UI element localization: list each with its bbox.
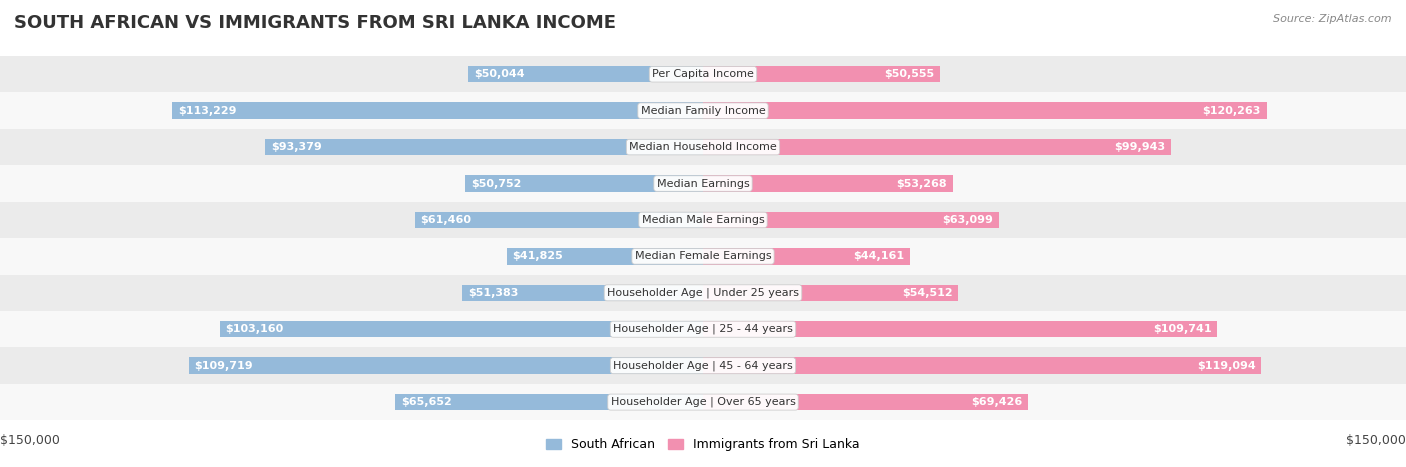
Text: Householder Age | 45 - 64 years: Householder Age | 45 - 64 years bbox=[613, 361, 793, 371]
Text: Median Male Earnings: Median Male Earnings bbox=[641, 215, 765, 225]
Bar bbox=[703, 66, 941, 83]
Text: SOUTH AFRICAN VS IMMIGRANTS FROM SRI LANKA INCOME: SOUTH AFRICAN VS IMMIGRANTS FROM SRI LAN… bbox=[14, 14, 616, 32]
Bar bbox=[703, 102, 1267, 119]
Bar bbox=[703, 248, 910, 265]
Bar bbox=[219, 321, 703, 338]
Bar bbox=[703, 284, 959, 301]
Text: $69,426: $69,426 bbox=[972, 397, 1022, 407]
Text: $63,099: $63,099 bbox=[942, 215, 993, 225]
Bar bbox=[468, 66, 703, 83]
Bar bbox=[188, 357, 703, 374]
Bar bbox=[703, 394, 1028, 410]
Bar bbox=[0, 202, 1406, 238]
Text: Median Household Income: Median Household Income bbox=[628, 142, 778, 152]
Bar bbox=[266, 139, 703, 156]
Text: Householder Age | Under 25 years: Householder Age | Under 25 years bbox=[607, 288, 799, 298]
Bar bbox=[0, 56, 1406, 92]
Bar bbox=[0, 129, 1406, 165]
Bar bbox=[508, 248, 703, 265]
Bar bbox=[703, 139, 1171, 156]
Bar bbox=[0, 347, 1406, 384]
Bar bbox=[415, 212, 703, 228]
Text: $65,652: $65,652 bbox=[401, 397, 451, 407]
Bar bbox=[0, 92, 1406, 129]
Text: $103,160: $103,160 bbox=[225, 324, 284, 334]
Text: Householder Age | 25 - 44 years: Householder Age | 25 - 44 years bbox=[613, 324, 793, 334]
Bar bbox=[0, 311, 1406, 347]
Text: Median Earnings: Median Earnings bbox=[657, 178, 749, 189]
Text: $113,229: $113,229 bbox=[179, 106, 236, 116]
Text: $41,825: $41,825 bbox=[513, 251, 564, 262]
Bar bbox=[0, 165, 1406, 202]
Text: $150,000: $150,000 bbox=[0, 434, 60, 447]
Bar bbox=[395, 394, 703, 410]
Legend: South African, Immigrants from Sri Lanka: South African, Immigrants from Sri Lanka bbox=[541, 433, 865, 456]
Bar bbox=[703, 175, 953, 192]
Bar bbox=[173, 102, 703, 119]
Bar bbox=[703, 212, 998, 228]
Text: $54,512: $54,512 bbox=[903, 288, 953, 298]
Bar bbox=[703, 321, 1218, 338]
Text: $44,161: $44,161 bbox=[853, 251, 904, 262]
Text: $150,000: $150,000 bbox=[1346, 434, 1406, 447]
Text: $50,555: $50,555 bbox=[884, 69, 935, 79]
Bar bbox=[465, 175, 703, 192]
Text: Householder Age | Over 65 years: Householder Age | Over 65 years bbox=[610, 397, 796, 407]
Text: $93,379: $93,379 bbox=[271, 142, 322, 152]
Text: $51,383: $51,383 bbox=[468, 288, 519, 298]
Text: $120,263: $120,263 bbox=[1202, 106, 1261, 116]
Bar bbox=[0, 238, 1406, 275]
Text: Median Female Earnings: Median Female Earnings bbox=[634, 251, 772, 262]
Text: Source: ZipAtlas.com: Source: ZipAtlas.com bbox=[1274, 14, 1392, 24]
Text: $53,268: $53,268 bbox=[897, 178, 948, 189]
Text: $61,460: $61,460 bbox=[420, 215, 471, 225]
Text: $99,943: $99,943 bbox=[1115, 142, 1166, 152]
Bar bbox=[0, 275, 1406, 311]
Text: $109,741: $109,741 bbox=[1153, 324, 1212, 334]
Text: $109,719: $109,719 bbox=[194, 361, 253, 371]
Bar bbox=[703, 357, 1261, 374]
Text: Median Family Income: Median Family Income bbox=[641, 106, 765, 116]
Text: $50,752: $50,752 bbox=[471, 178, 522, 189]
Bar bbox=[0, 384, 1406, 420]
Bar bbox=[463, 284, 703, 301]
Text: $50,044: $50,044 bbox=[474, 69, 524, 79]
Text: $119,094: $119,094 bbox=[1197, 361, 1256, 371]
Text: Per Capita Income: Per Capita Income bbox=[652, 69, 754, 79]
